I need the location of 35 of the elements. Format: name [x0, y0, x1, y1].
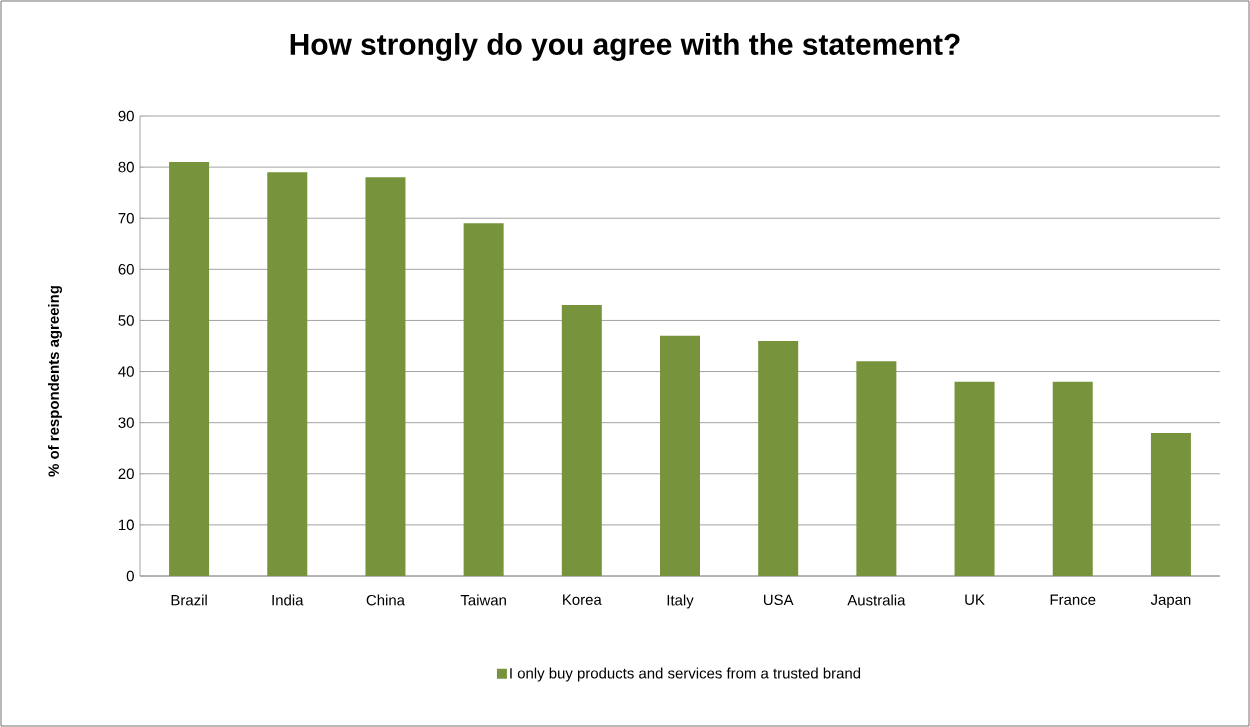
x-tick-label: USA — [763, 594, 794, 606]
bar — [463, 223, 504, 576]
y-tick-label: 30 — [118, 417, 134, 428]
y-tick-label: 60 — [118, 264, 134, 275]
x-tick-label: Japan — [1150, 594, 1191, 608]
y-tick-label: 70 — [118, 212, 134, 224]
bar — [1150, 432, 1191, 576]
bar — [561, 305, 602, 576]
y-tick-label: 20 — [118, 468, 134, 480]
x-tick-label: France — [1050, 594, 1096, 605]
x-tick-label: China — [366, 594, 405, 606]
chart-title: How strongly do you agree with the statement? — [290, 33, 960, 61]
bar — [169, 162, 210, 576]
y-tick-label: 10 — [119, 519, 134, 531]
bar — [856, 361, 897, 576]
x-tick-label: Korea — [563, 594, 602, 605]
bar — [660, 335, 700, 576]
bar — [954, 381, 995, 576]
legend-label: I only buy products and services from a trusted brand — [510, 667, 861, 682]
y-tick-label: 40 — [118, 366, 134, 377]
y-tick-label: 80 — [118, 161, 134, 173]
bar — [1052, 381, 1093, 576]
y-tick-label: 90 — [118, 110, 134, 122]
bar — [267, 172, 308, 576]
y-tick-label: 0 — [126, 570, 134, 582]
bar — [758, 340, 799, 576]
x-tick-label: Taiwan — [460, 594, 506, 606]
x-tick-label: Italy — [667, 594, 694, 609]
y-tick-label: 50 — [118, 315, 134, 326]
x-tick-label: UK — [965, 594, 985, 605]
x-tick-label: Australia — [847, 594, 906, 606]
x-tick-label: Brazil — [171, 594, 207, 606]
y-axis-title: % of respondents agreeing — [48, 286, 62, 477]
bar — [365, 177, 406, 576]
x-tick-label: India — [272, 594, 304, 606]
